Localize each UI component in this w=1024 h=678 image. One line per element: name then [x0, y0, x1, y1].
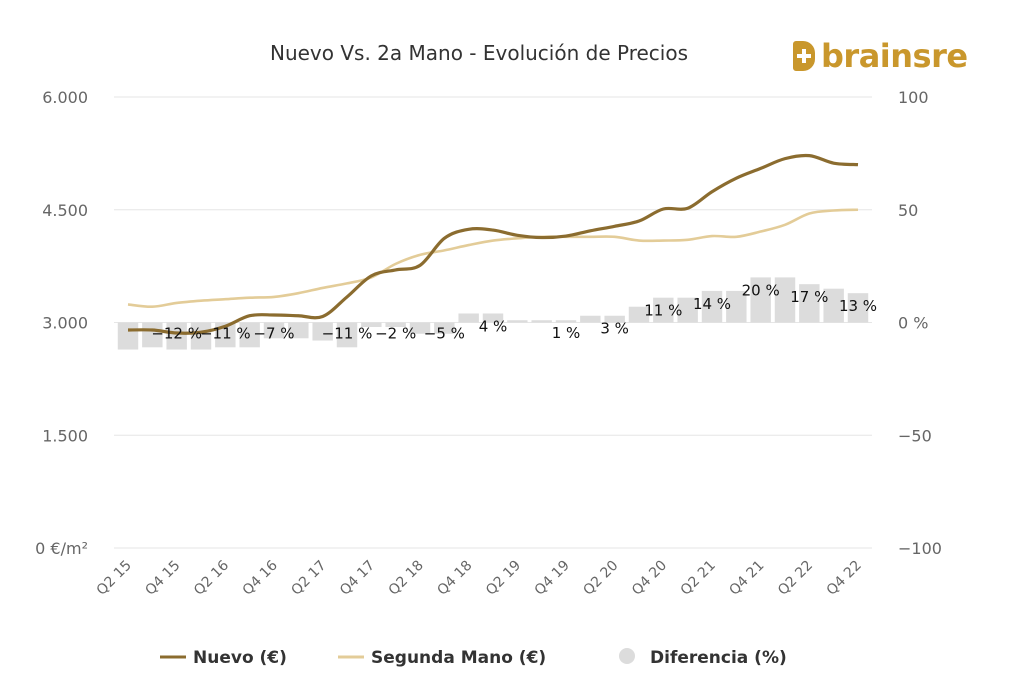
x-tick-label: Q4 20 [629, 558, 670, 599]
x-tick-label: Q4 21 [726, 558, 767, 599]
difference-bar [239, 322, 260, 348]
series-line-segunda-mano [127, 208, 859, 309]
right-y-tick-label: −50 [898, 426, 932, 445]
x-tick-label: Q2 16 [191, 557, 232, 598]
difference-bar [190, 322, 212, 350]
data-label: −11 % [200, 325, 251, 343]
legend-label-nuevo: Nuevo (€) [193, 648, 287, 668]
x-tick-label: Q2 22 [775, 558, 816, 599]
brainsre-logo: brainsre [793, 37, 968, 75]
brainsre-logo-text: brainsre [821, 37, 968, 75]
data-label: −5 % [424, 325, 465, 343]
data-label: −7 % [253, 325, 294, 343]
x-tick-label: Q2 21 [678, 558, 719, 599]
x-tick-label: Q2 17 [288, 558, 329, 599]
x-tick-label: Q4 15 [142, 558, 183, 599]
difference-bar [263, 322, 285, 339]
difference-bar [653, 297, 674, 323]
difference-bar [117, 322, 139, 350]
difference-bar [166, 322, 187, 350]
difference-bar [847, 293, 869, 323]
legend-label-diferencia: Diferencia (%) [650, 648, 787, 668]
brainsre-logo-icon [793, 41, 815, 71]
difference-bar [409, 322, 431, 334]
data-label: 17 % [790, 288, 828, 306]
right-y-axis: −100 −50 0 % 50 100 [898, 88, 942, 558]
x-tick-label: Q4 16 [240, 557, 281, 598]
difference-bar [336, 322, 358, 348]
series-line-nuevo [127, 153, 859, 335]
difference-bar [701, 290, 723, 323]
difference-bar [677, 297, 698, 323]
difference-bar [750, 277, 771, 323]
legend[interactable]: Nuevo (€) Segunda Mano (€) Diferencia (%… [160, 648, 787, 668]
left-y-tick-label: 3.000 [42, 314, 88, 333]
data-label: −2 % [375, 325, 416, 343]
x-tick-label: Q4 17 [337, 558, 378, 599]
legend-label-segunda-mano: Segunda Mano (€) [371, 648, 546, 668]
x-tick-label: Q2 19 [483, 558, 524, 599]
difference-bar [361, 322, 382, 328]
difference-bar [434, 322, 455, 334]
difference-bar [312, 322, 333, 341]
data-label: 1 % [552, 324, 581, 342]
difference-bar [531, 320, 552, 323]
right-y-tick-label: −100 [898, 539, 942, 558]
data-label: 4 % [479, 317, 508, 335]
difference-bar [507, 320, 528, 323]
difference-bar [774, 277, 796, 323]
data-label: 11 % [644, 302, 682, 320]
x-tick-label: Q4 19 [532, 558, 573, 599]
difference-bar [580, 315, 601, 323]
left-y-tick-label: 6.000 [42, 88, 88, 107]
difference-bar [288, 322, 309, 339]
data-label: −11 % [322, 325, 373, 343]
legend-swatch-diferencia [619, 648, 635, 664]
legend-item-nuevo[interactable]: Nuevo (€) [160, 648, 287, 668]
left-y-tick-label: 1.500 [42, 426, 88, 445]
difference-bar [823, 288, 844, 323]
data-label: 20 % [742, 281, 780, 299]
x-tick-label: Q4 22 [824, 558, 865, 599]
data-label: 13 % [839, 297, 877, 315]
difference-bar [726, 290, 747, 323]
left-y-axis: 0 €/m² 1.500 3.000 4.500 6.000 [35, 88, 88, 558]
difference-bar [799, 284, 820, 323]
data-label: 14 % [693, 295, 731, 313]
chart-title: Nuevo Vs. 2a Mano - Evolución de Precios [270, 41, 688, 65]
x-axis: Q2 15 Q4 15 Q2 16 Q4 16 Q2 17 Q4 17 Q2 18 Q4 18… [94, 557, 865, 598]
difference-bar [385, 322, 406, 328]
right-y-tick-label: 100 [898, 88, 929, 107]
difference-bar [604, 315, 625, 323]
left-y-tick-label: 0 €/m² [35, 539, 88, 558]
difference-bar [628, 306, 650, 323]
x-tick-label: Q2 18 [386, 558, 427, 599]
x-tick-label: Q2 20 [580, 558, 621, 599]
data-label: 3 % [600, 320, 629, 338]
data-label: −12 % [151, 325, 202, 343]
difference-bar [458, 313, 479, 323]
right-y-tick-label: 50 [898, 201, 918, 220]
legend-item-diferencia[interactable]: Diferencia (%) [619, 648, 787, 668]
data-labels: −12 %−11 % −7 % −11 % −2 % −5 % 4 % 1 % 3 %11 %… [151, 281, 877, 342]
x-tick-label: Q4 18 [434, 558, 475, 599]
left-y-tick-label: 4.500 [42, 201, 88, 220]
right-y-tick-label: 0 % [898, 314, 928, 333]
difference-bar [555, 320, 577, 323]
difference-bar [482, 313, 504, 323]
legend-item-segunda-mano[interactable]: Segunda Mano (€) [338, 648, 546, 668]
difference-bars [117, 277, 869, 350]
price-lines [127, 153, 859, 335]
x-tick-label: Q2 15 [94, 558, 135, 599]
